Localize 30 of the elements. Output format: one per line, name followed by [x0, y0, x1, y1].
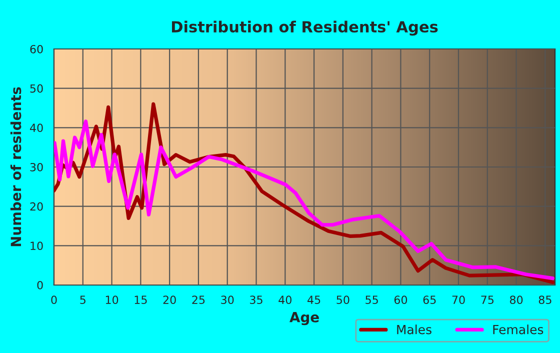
x-tick-label: 85 — [538, 296, 552, 304]
legend-label: Males — [397, 324, 432, 334]
x-tick-label: 25 — [192, 296, 205, 304]
y-tick-label: 10 — [30, 242, 43, 250]
y-tick-label: 0 — [37, 280, 43, 290]
x-tick-label: 0 — [51, 296, 57, 304]
x-tick-label: 60 — [394, 296, 408, 304]
x-tick-label: 15 — [134, 296, 147, 304]
x-axis-title: Age — [290, 312, 319, 326]
x-tick-label: 50 — [336, 296, 350, 304]
x-tick-label: 55 — [366, 296, 378, 304]
y-tick-label: 40 — [30, 124, 43, 132]
x-tick-label: 35 — [250, 296, 262, 304]
y-tick-label: 30 — [30, 162, 43, 172]
x-tick-label: 5 — [80, 296, 86, 304]
y-tick-label: 20 — [30, 202, 43, 211]
x-tick-label: 70 — [452, 296, 465, 304]
x-tick-label: 10 — [106, 296, 118, 304]
x-tick-label: 65 — [423, 296, 436, 304]
y-tick-label: 60 — [30, 44, 43, 54]
chart-title: Distribution of Residents' Ages — [172, 20, 438, 36]
y-axis-title: Number of residents — [10, 87, 22, 246]
x-tick-label: 80 — [510, 296, 523, 304]
x-tick-label: 30 — [221, 296, 234, 304]
y-tick-label: 50 — [30, 84, 43, 93]
x-tick-label: 75 — [481, 296, 494, 304]
x-tick-label: 20 — [163, 296, 176, 304]
x-tick-label: 45 — [308, 296, 320, 304]
x-tick-label: 40 — [278, 296, 292, 304]
legend-label: Females — [493, 324, 544, 334]
